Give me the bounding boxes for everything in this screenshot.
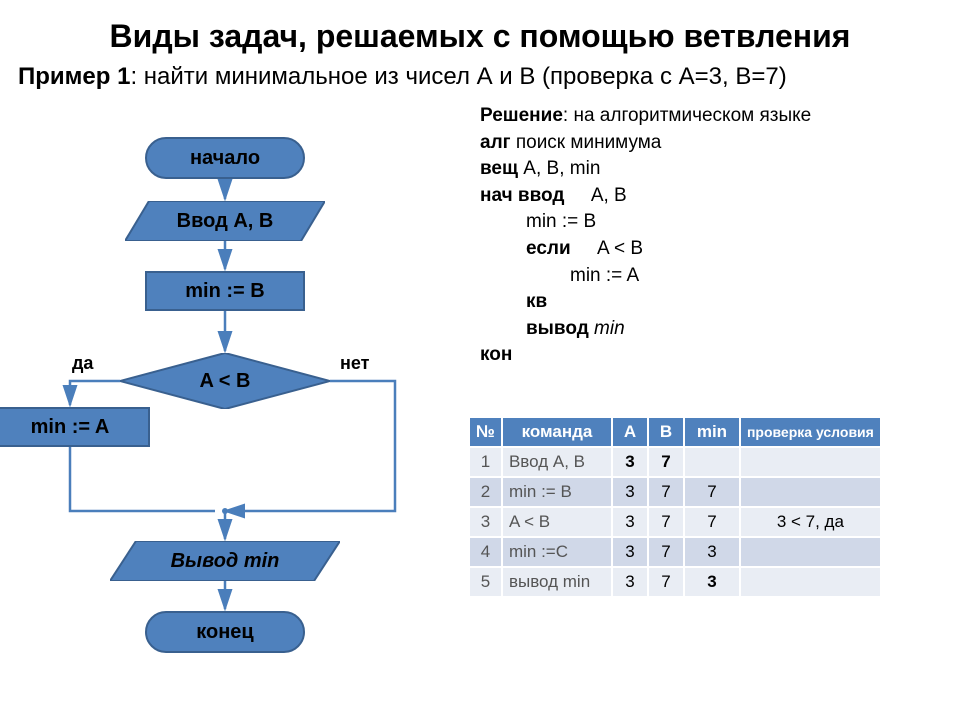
table-cell: 3 [684,537,740,567]
algo-l2: A, B, min [518,158,600,179]
algo-heading-rest: : на алгоритмическом языке [563,105,811,126]
table-row: 1Ввод A, B37 [469,447,881,477]
flowchart: начало Ввод А, В min := B A < B да нет m… [0,91,470,711]
table-cell: min := B [502,477,612,507]
algo-l2b: вещ [480,158,518,179]
flow-decision: A < B [120,353,330,409]
flow-no-label: нет [340,353,369,374]
table-cell: 7 [684,507,740,537]
th-num: № [469,417,502,447]
flow-yes-label: да [72,353,93,374]
subtitle-prefix: Пример 1 [18,63,130,90]
flow-assign2: min := A [0,407,150,447]
table-cell: 3 [612,507,648,537]
flow-decision-label: A < B [120,353,330,409]
flow-assign1: min := B [145,271,305,311]
subtitle: Пример 1: найти минимальное из чисел А и… [0,55,960,91]
th-b: B [648,417,684,447]
table-cell: 3 [469,507,502,537]
flow-output-label: Вывод min [110,541,340,581]
page-title: Виды задач, решаемых с помощью ветвления [0,0,960,55]
table-cell: 3 [612,447,648,477]
subtitle-rest: : найти минимальное из чисел А и В (пров… [130,63,786,90]
table-row: 5вывод min373 [469,567,881,597]
algo-l9b: кон [480,344,512,365]
algo-l8: min [589,318,625,339]
algorithm-text: Решение: на алгоритмическом языке алг по… [480,103,940,369]
table-cell: вывод min [502,567,612,597]
algo-l8b: вывод [526,318,589,339]
algo-l5: A < B [571,238,643,259]
table-cell: 7 [648,477,684,507]
table-cell: 7 [648,507,684,537]
table-cell: 3 < 7, да [740,507,881,537]
algo-l4: min := B [526,211,596,232]
table-cell [740,477,881,507]
flow-start-label: начало [190,147,260,170]
table-cell: 4 [469,537,502,567]
algo-heading-b: Решение [480,105,563,126]
flow-end: конец [145,611,305,653]
algo-l3r: A, B [564,185,626,206]
table-cell: 7 [648,567,684,597]
algo-l3b: нач [480,185,513,206]
table-row: 3A < B3773 < 7, да [469,507,881,537]
table-cell [684,447,740,477]
table-cell: 5 [469,567,502,597]
flow-assign1-label: min := B [185,280,264,303]
algo-l6: min := A [570,265,639,286]
table-cell: 3 [684,567,740,597]
table-row: 4min :=C373 [469,537,881,567]
table-cell: 7 [648,537,684,567]
algo-l1: поиск минимума [511,132,662,153]
table-cell: Ввод A, B [502,447,612,477]
algo-l3: ввод [513,185,565,206]
table-cell [740,537,881,567]
trace-header-row: № команда A B min проверка условия [469,417,881,447]
table-cell: 7 [684,477,740,507]
th-chk: проверка условия [740,417,881,447]
flow-end-label: конец [196,621,253,644]
table-cell [740,447,881,477]
flow-input-label: Ввод А, В [125,201,325,241]
algo-l5b: если [526,238,571,259]
table-cell: A < B [502,507,612,537]
table-cell: 3 [612,567,648,597]
flow-output: Вывод min [110,541,340,581]
table-row: 2min := B377 [469,477,881,507]
th-a: A [612,417,648,447]
table-cell: 7 [648,447,684,477]
content-area: начало Ввод А, В min := B A < B да нет m… [0,91,960,711]
flow-start: начало [145,137,305,179]
table-cell: 2 [469,477,502,507]
flow-assign2-label: min := A [31,416,110,439]
table-cell: 3 [612,477,648,507]
flow-input: Ввод А, В [125,201,325,241]
table-cell: min :=C [502,537,612,567]
algo-l1b: алг [480,132,511,153]
table-cell: 3 [612,537,648,567]
th-cmd: команда [502,417,612,447]
table-cell [740,567,881,597]
th-min: min [684,417,740,447]
trace-table: № команда A B min проверка условия 1Ввод… [468,416,882,598]
algo-l7b: кв [526,291,547,312]
table-cell: 1 [469,447,502,477]
